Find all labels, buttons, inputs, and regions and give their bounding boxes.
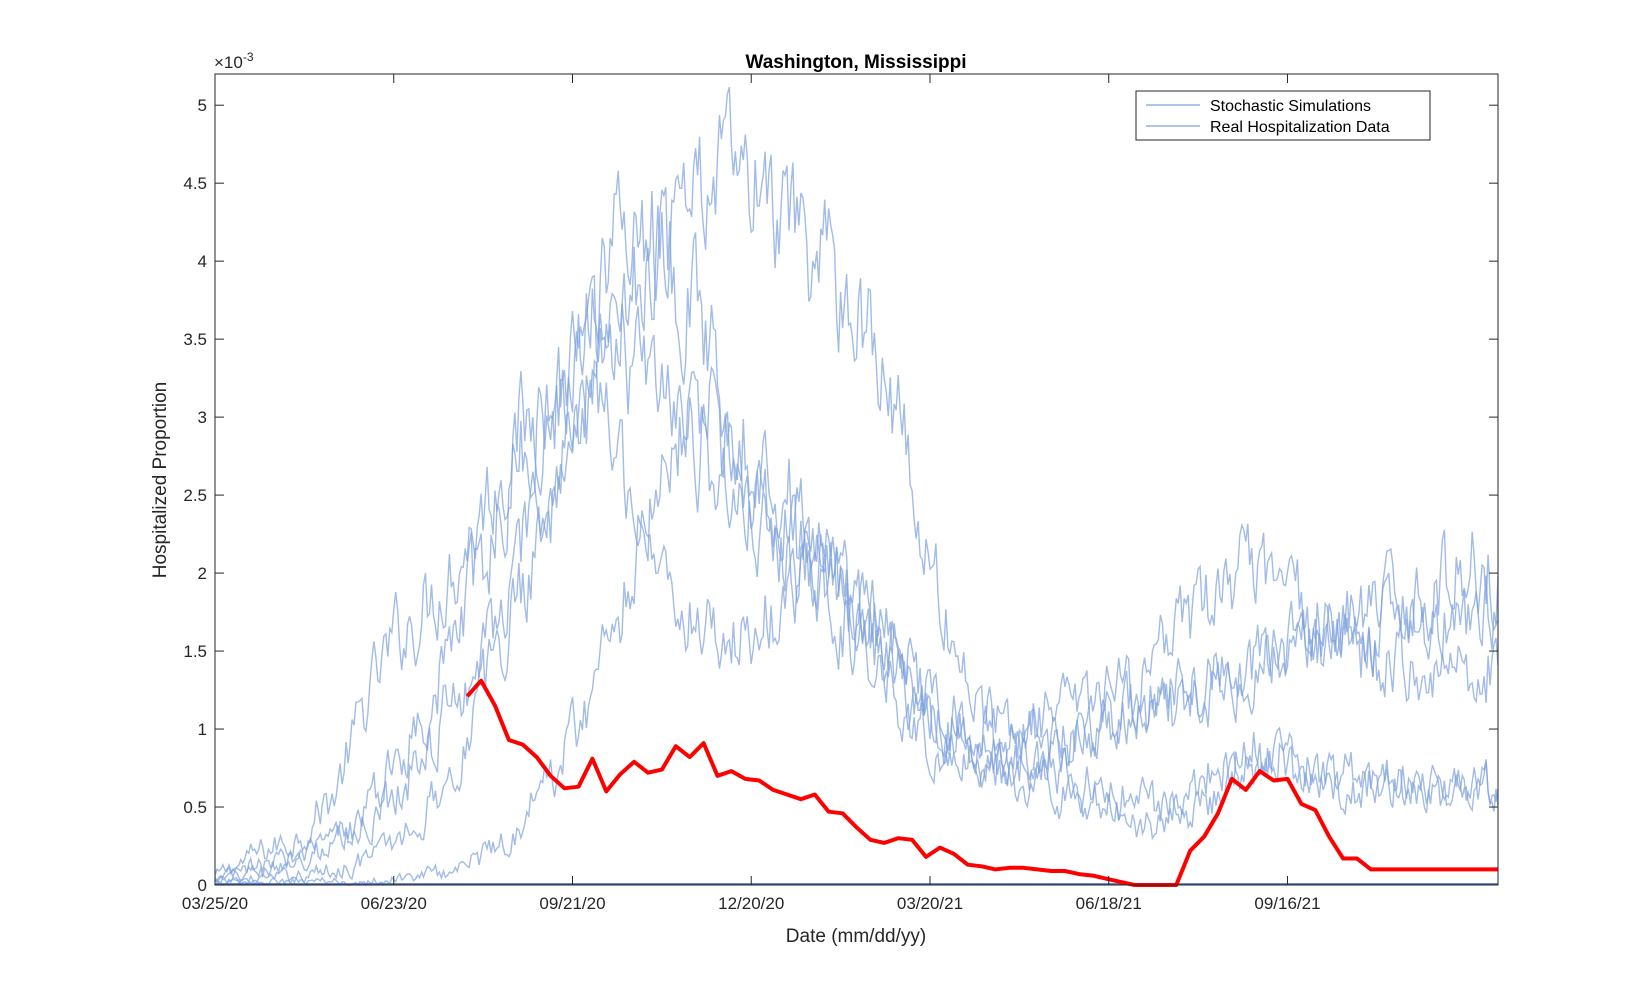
y-tick-label: 0.5	[183, 798, 207, 817]
y-tick-label: 4	[198, 252, 207, 271]
legend-box	[1135, 90, 1431, 141]
legend-label-simulations: Stochastic Simulations	[1210, 98, 1371, 115]
x-tick-label: 06/18/21	[1076, 894, 1142, 913]
simulation-line-4	[214, 365, 1499, 887]
y-tick-label: 3.5	[183, 330, 207, 349]
real-data-line	[465, 678, 1498, 887]
y-tick-label: 5	[198, 96, 207, 115]
x-tick-label: 09/21/20	[539, 894, 605, 913]
chart-title: Washington, Mississippi	[746, 52, 967, 73]
simulation-line-3	[214, 86, 1499, 886]
y-tick-label: 2	[198, 564, 207, 583]
x-axis-label: Date (mm/dd/yy)	[786, 926, 926, 947]
simulation-line-5	[214, 358, 1499, 885]
y-axis: 0 0.5 1 1.5 2 2.5 3 3.5 4 4.5 5	[183, 96, 1498, 895]
x-tick-label: 12/20/20	[718, 894, 784, 913]
y-tick-label: 1	[198, 720, 207, 739]
y-axis-label: Hospitalized Proportion	[150, 382, 171, 578]
y-tick-label: 1.5	[183, 642, 207, 661]
y-tick-label: 0	[198, 876, 207, 895]
x-tick-label: 03/25/20	[182, 894, 248, 913]
y-tick-label: 4.5	[183, 174, 207, 193]
x-axis: 03/25/20 06/23/20 09/21/20 12/20/20 03/20/21…	[182, 74, 1321, 913]
y-exponent-label: ×10-3	[214, 50, 254, 72]
y-tick-label: 2.5	[183, 486, 207, 505]
real-data-line-group	[465, 678, 1498, 887]
simulation-line-1	[214, 274, 1499, 880]
x-tick-label: 09/16/21	[1254, 894, 1320, 913]
legend-label-real: Real Hospitalization Data	[1210, 119, 1390, 136]
simulation-lines	[214, 86, 1499, 887]
plot-background	[215, 74, 1498, 885]
x-tick-label: 06/23/20	[361, 894, 427, 913]
x-tick-label: 03/20/21	[897, 894, 963, 913]
legend: Stochastic Simulations Real Hospitalizat…	[1135, 90, 1431, 141]
plot-frame	[214, 73, 1499, 886]
y-exponent-power: -3	[243, 50, 254, 64]
y-tick-label: 3	[198, 408, 207, 427]
